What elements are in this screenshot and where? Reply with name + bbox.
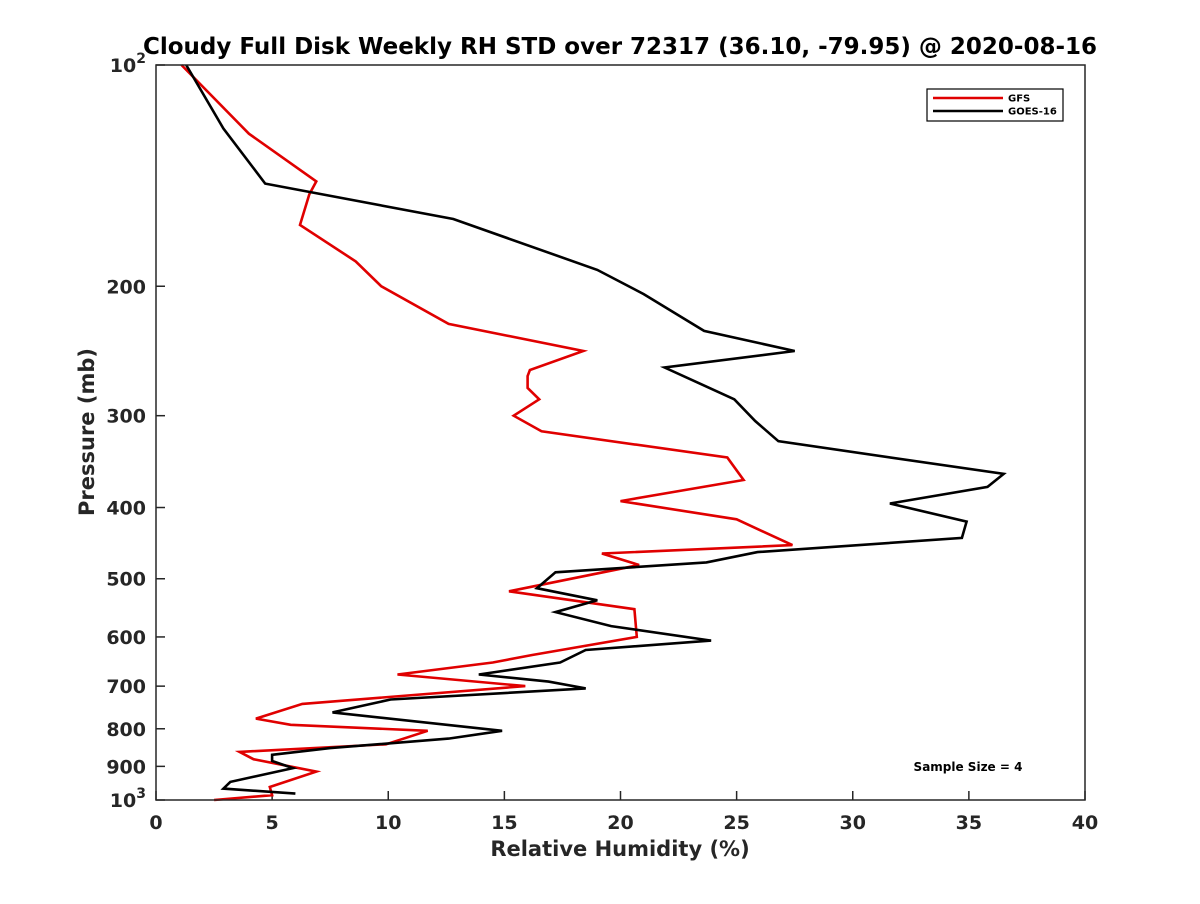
y-tick-label: 103 (110, 786, 146, 812)
y-tick-label: 200 (106, 276, 146, 298)
y-tick-label: 600 (106, 627, 146, 649)
y-tick-label: 800 (106, 719, 146, 741)
legend-box (926, 88, 1064, 122)
x-tick-label: 5 (266, 812, 279, 834)
legend-label-gfs: GFS (1008, 94, 1030, 105)
x-tick-label: 30 (840, 812, 866, 834)
y-tick-label: 102 (110, 51, 146, 77)
x-tick-label: 15 (491, 812, 517, 834)
y-tick-label: 300 (106, 406, 146, 428)
x-tick-label: 10 (375, 812, 401, 834)
x-tick-label: 40 (1072, 812, 1098, 834)
series-layer (180, 64, 1007, 802)
x-tick-label: 25 (723, 812, 749, 834)
y-tick-label: 400 (106, 498, 146, 520)
y-tick-label: 500 (106, 569, 146, 591)
x-tick-label: 35 (956, 812, 982, 834)
x-tick-label: 20 (607, 812, 633, 834)
legend-label-goes-16: GOES-16 (1008, 107, 1057, 118)
plot-area-frame (155, 64, 1086, 801)
series-line-goes-16 (185, 64, 1007, 795)
y-tick-label: 900 (106, 756, 146, 778)
y-tick-label: 700 (106, 676, 146, 698)
ticks-layer: 0 5 10 15 20 25 30 35 40 102 200 300 400 500 600 700 800… (106, 51, 1098, 834)
legend: GFS GOES-16 (926, 88, 1064, 122)
x-tick-label: 0 (149, 812, 162, 834)
series-line-gfs (180, 64, 793, 802)
y-axis-label: Pressure (mb) (75, 348, 99, 516)
x-axis-label: Relative Humidity (%) (490, 837, 749, 861)
chart-title: Cloudy Full Disk Weekly RH STD over 7231… (143, 34, 1097, 60)
sample-size-annotation: Sample Size = 4 (914, 760, 1023, 774)
